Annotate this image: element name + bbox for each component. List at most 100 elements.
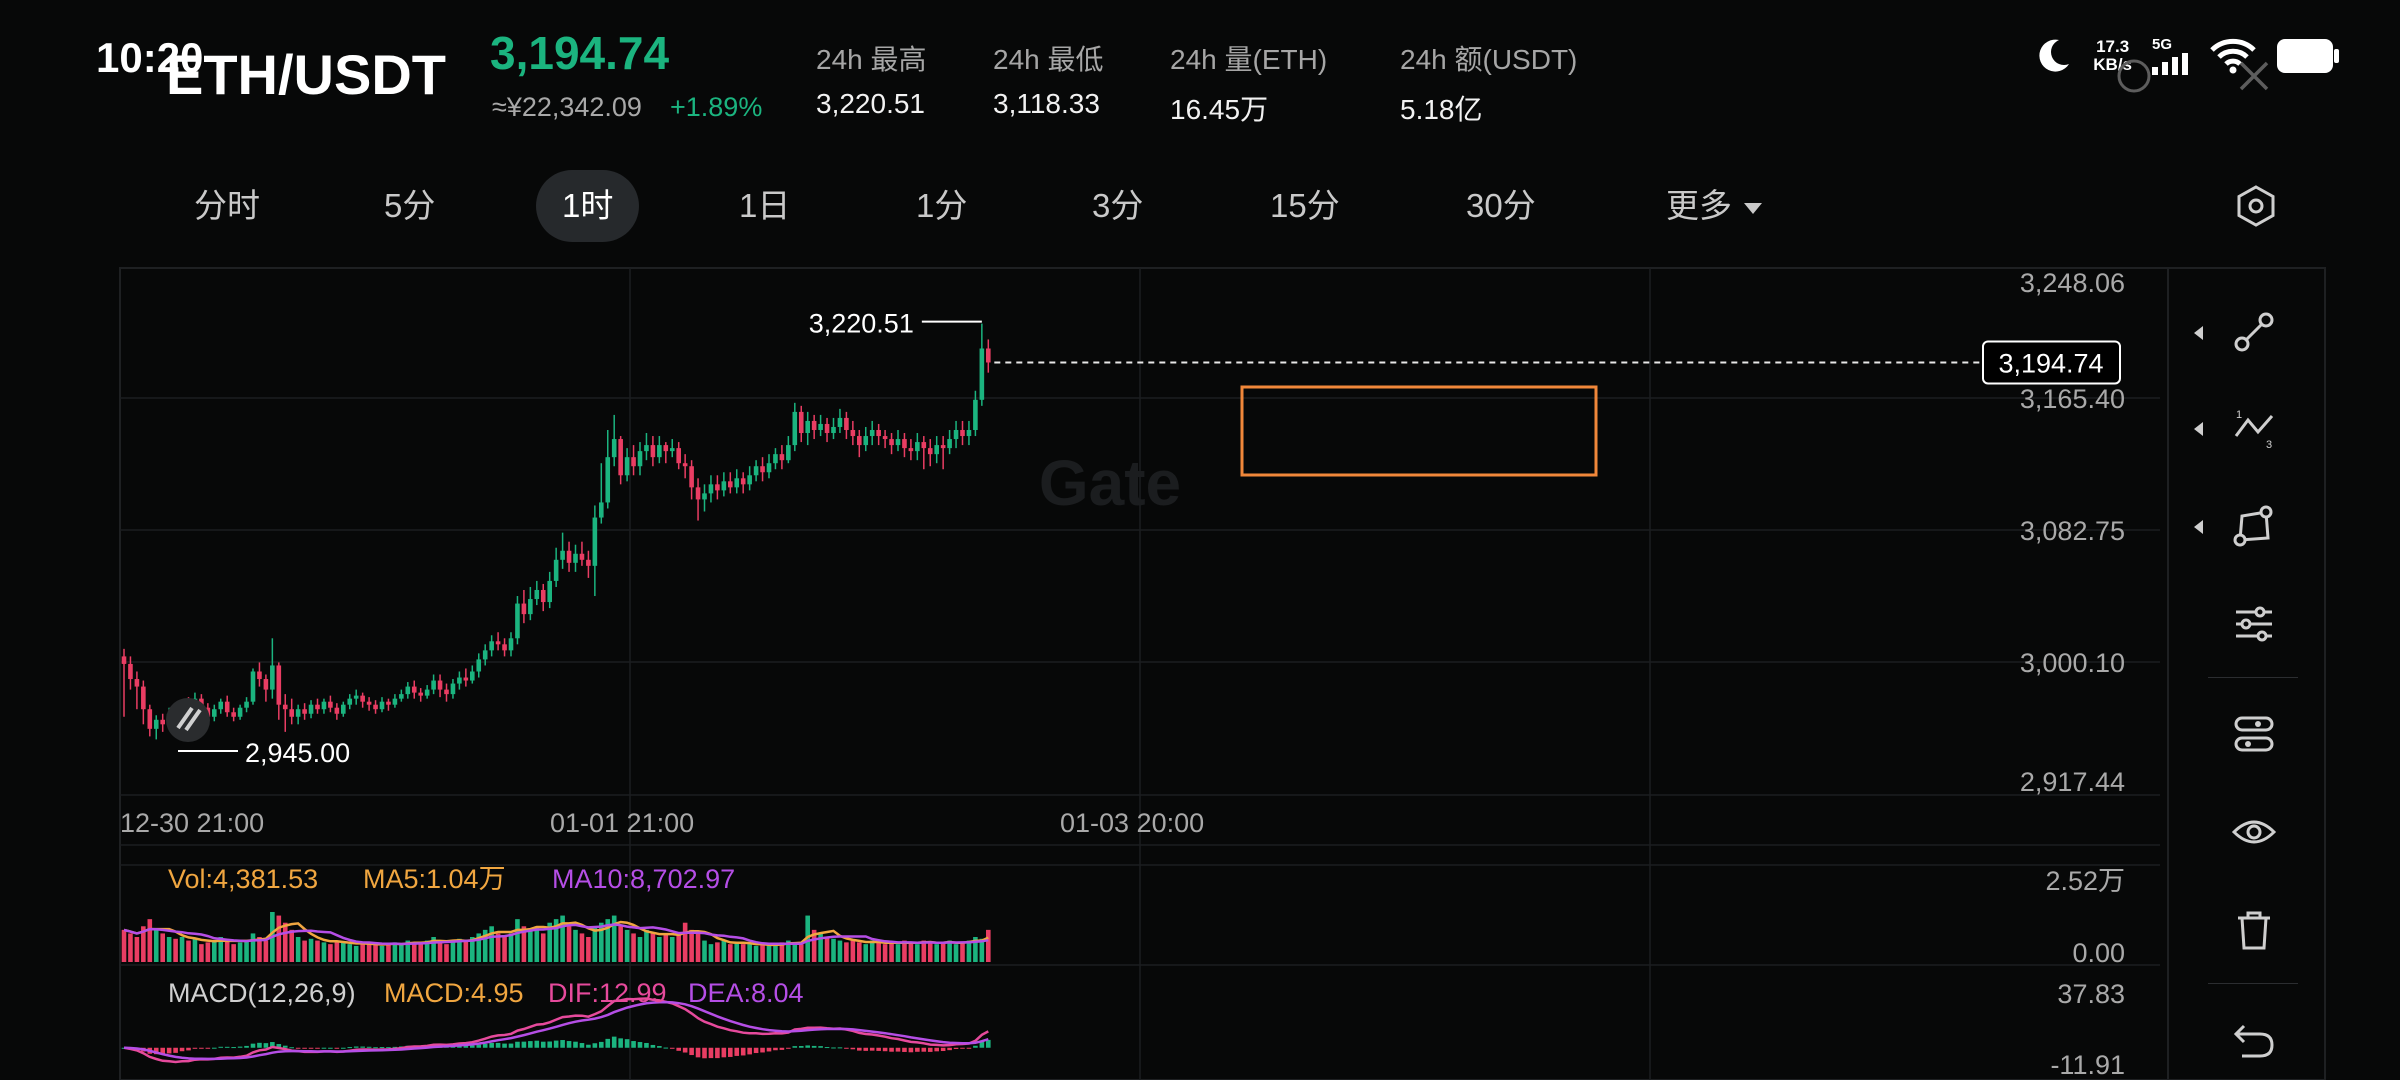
macd-bar — [908, 1047, 914, 1053]
candle-body — [250, 671, 256, 702]
tab-3m[interactable]: 3分 — [1092, 187, 1144, 224]
candle-body — [386, 701, 391, 705]
candle-body — [276, 665, 282, 705]
candle-body — [470, 671, 475, 681]
volume-bar — [192, 938, 198, 962]
macd-bar — [650, 1044, 656, 1048]
sliders-icon[interactable] — [2218, 588, 2290, 660]
macd-bar — [463, 1045, 469, 1048]
candle-body — [618, 439, 623, 476]
settings-icon[interactable] — [2114, 56, 2154, 96]
candle-body — [218, 701, 224, 710]
candle-body — [231, 712, 236, 717]
candle-body — [760, 466, 765, 473]
macd-bar — [592, 1043, 598, 1048]
y-tick-1: 3,165.40 — [2020, 384, 2125, 414]
candle-body — [573, 553, 578, 563]
volume-bar — [405, 940, 411, 962]
macd-dea-line — [123, 1000, 989, 1061]
trash-icon[interactable] — [2218, 894, 2290, 966]
macd-dif-label: DIF:12.99 — [548, 978, 667, 1008]
y-tick-3: 3,000.10 — [2020, 648, 2125, 678]
candle-body — [160, 719, 165, 725]
macd-bar — [212, 1047, 217, 1049]
candle-body — [315, 704, 320, 710]
expand-arrow-icon[interactable] — [2194, 326, 2203, 340]
macd-y-min: -11.91 — [2050, 1050, 2125, 1080]
stat-low: 24h 最低 3,118.33 — [993, 44, 1104, 119]
close-icon[interactable] — [2236, 58, 2272, 94]
last-price-label: 3,194.74 — [1998, 348, 2103, 378]
drawn-rectangle[interactable] — [1240, 385, 1598, 477]
vol-label: Vol:4,381.53 — [168, 864, 318, 894]
volume-bar — [766, 945, 772, 962]
undo-icon[interactable] — [2218, 1004, 2290, 1076]
volume-bar — [850, 940, 856, 962]
candle-body — [921, 442, 927, 449]
eye-icon[interactable] — [2218, 796, 2290, 868]
macd-bar — [811, 1045, 817, 1048]
candle-body — [734, 478, 740, 488]
volume-bar — [882, 944, 888, 962]
candle-body — [508, 638, 514, 651]
volume-bar — [341, 942, 346, 962]
volume-bar — [979, 938, 985, 962]
candle-body — [289, 709, 294, 717]
macd-y-max: 37.83 — [2057, 979, 2125, 1009]
candle-body — [876, 430, 881, 437]
candle-body — [121, 656, 127, 664]
indicator-icon[interactable] — [2218, 698, 2290, 770]
y-tick-4: 2,917.44 — [2020, 767, 2125, 797]
expand-arrow-icon[interactable] — [2194, 520, 2203, 534]
volume-bar — [173, 938, 178, 962]
trend-line-icon[interactable] — [2218, 296, 2290, 368]
status-time: 10:20 — [96, 34, 204, 81]
tab-1d[interactable]: 1日 — [739, 187, 791, 224]
expand-arrow-icon[interactable] — [2194, 422, 2203, 436]
macd-bar — [334, 1047, 340, 1049]
tab-1h[interactable]: 1时 — [536, 170, 640, 242]
tab-fenshi[interactable]: 分时 — [194, 187, 260, 224]
macd-bar — [844, 1047, 849, 1049]
volume-bar — [470, 937, 475, 962]
candle-body — [779, 454, 785, 461]
volume-bar — [618, 926, 623, 962]
volume-bar — [295, 937, 301, 962]
macd-bar — [979, 1041, 985, 1048]
wifi-icon — [2210, 38, 2256, 74]
tab-5m[interactable]: 5分 — [384, 187, 436, 224]
volume-bar — [424, 940, 430, 962]
candle-body — [663, 445, 669, 452]
candle-body — [244, 701, 249, 708]
volume-bar — [986, 929, 991, 962]
low-marker: 2,945.00 — [245, 738, 350, 768]
gate-float-icon[interactable] — [166, 698, 210, 742]
volume-bar — [353, 945, 359, 962]
chart-settings-icon[interactable] — [2234, 184, 2278, 228]
candle-body — [495, 641, 501, 645]
macd-bar — [960, 1047, 965, 1049]
candle-body — [586, 559, 591, 566]
tab-1m[interactable]: 1分 — [916, 187, 968, 224]
candle-body — [270, 665, 275, 690]
volume-bar — [624, 929, 630, 962]
macd-bar — [618, 1038, 623, 1048]
volume-series — [121, 912, 991, 962]
macd-bar — [921, 1047, 927, 1052]
shape-icon[interactable] — [2218, 490, 2290, 562]
volume-bar — [166, 937, 172, 962]
macd-bar — [586, 1044, 591, 1048]
macd-bar — [792, 1046, 798, 1048]
tab-30m[interactable]: 30分 — [1466, 187, 1536, 224]
volume-bar — [244, 940, 249, 962]
volume-bar — [740, 944, 746, 962]
candle-body — [728, 481, 733, 488]
volume-bar — [457, 938, 462, 962]
tab-more[interactable]: 更多 — [1640, 170, 1788, 242]
volume-bar — [966, 940, 972, 962]
volume-bar — [940, 942, 946, 962]
candlestick-series — [121, 323, 991, 740]
tab-15m[interactable]: 15分 — [1270, 187, 1340, 224]
